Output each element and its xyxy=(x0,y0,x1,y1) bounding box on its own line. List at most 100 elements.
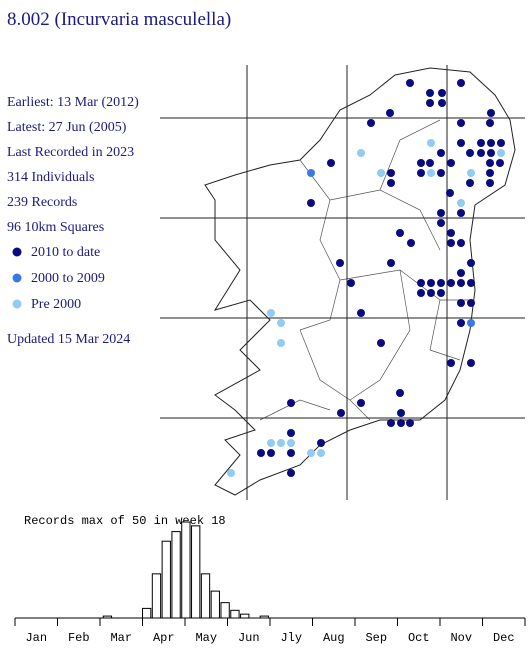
stat-line: Last Recorded in 2023 xyxy=(7,145,134,160)
record-dot xyxy=(477,149,485,157)
histogram: Records max of 50 in week 18 Jan Feb Mar Apr… xyxy=(14,514,526,645)
record-dot xyxy=(396,229,404,237)
record-dot xyxy=(287,439,295,447)
bar xyxy=(151,573,162,619)
bar xyxy=(230,609,240,619)
record-dot xyxy=(437,279,445,287)
updated: Updated 15 Mar 2024 xyxy=(7,332,130,347)
record-dot xyxy=(447,359,455,367)
record-dot xyxy=(487,109,495,117)
record-dot xyxy=(287,429,295,437)
record-dot xyxy=(317,439,325,447)
record-dot xyxy=(457,319,465,327)
record-dot xyxy=(457,299,465,307)
record-dot xyxy=(437,209,445,217)
stat-line: 314 Individuals xyxy=(7,170,95,185)
legend-label: 2010 to date xyxy=(31,245,100,260)
bar xyxy=(210,590,220,619)
bar xyxy=(161,540,171,619)
record-dot xyxy=(447,239,455,247)
legend-dot xyxy=(12,299,22,309)
record-dot xyxy=(427,169,435,177)
record-dot xyxy=(447,159,455,167)
record-dot xyxy=(427,289,435,297)
record-dot xyxy=(426,159,434,167)
stat-line: Latest: 27 Jun (2005) xyxy=(7,120,127,135)
record-dot xyxy=(277,439,285,447)
record-dot xyxy=(377,339,385,347)
record-dot xyxy=(447,229,455,237)
record-dot xyxy=(337,409,345,417)
record-dot xyxy=(467,259,475,267)
record-dot xyxy=(446,189,454,197)
record-dot xyxy=(497,149,505,157)
record-dot xyxy=(307,199,315,207)
record-dot xyxy=(426,89,434,97)
record-dots xyxy=(227,79,505,477)
record-dot xyxy=(447,279,455,287)
record-dot xyxy=(457,139,465,147)
record-dot xyxy=(466,179,474,187)
month-label: Nov xyxy=(450,631,472,645)
record-dot xyxy=(457,79,465,87)
record-dot xyxy=(357,149,365,157)
record-dot xyxy=(438,89,446,97)
record-dot xyxy=(417,169,425,177)
record-dot xyxy=(437,169,445,177)
bar xyxy=(240,613,250,619)
record-dot xyxy=(387,259,395,267)
month-label: Feb xyxy=(68,631,90,645)
record-dot xyxy=(477,139,485,147)
record-dot xyxy=(457,239,465,247)
record-dot xyxy=(277,339,285,347)
record-dot xyxy=(438,99,446,107)
record-dot xyxy=(287,399,295,407)
record-dot xyxy=(257,449,265,457)
record-dot xyxy=(427,139,435,147)
bar xyxy=(220,602,230,619)
record-dot xyxy=(387,179,395,187)
legend-dot xyxy=(12,273,22,283)
record-dot xyxy=(386,109,394,117)
month-label: Jun xyxy=(238,631,260,645)
record-dot xyxy=(407,239,415,247)
record-dot xyxy=(457,199,465,207)
record-dot xyxy=(427,279,435,287)
record-dot xyxy=(357,309,365,317)
record-dot xyxy=(397,409,405,417)
bar xyxy=(200,573,211,619)
month-label: Aug xyxy=(323,631,345,645)
record-dot xyxy=(417,289,425,297)
bar xyxy=(181,521,191,619)
month-label: Oct xyxy=(408,631,430,645)
record-dot xyxy=(396,389,404,397)
record-dot xyxy=(307,169,315,177)
bar xyxy=(191,525,201,619)
legend-label: 2000 to 2009 xyxy=(31,271,105,286)
record-dot xyxy=(466,149,474,157)
legend-dot xyxy=(12,247,22,257)
record-dot xyxy=(426,99,434,107)
month-label: Dec xyxy=(493,631,515,645)
info-panel: Earliest: 13 Mar (2012) Latest: 27 Jun (2… xyxy=(7,95,139,347)
record-dot xyxy=(467,359,475,367)
record-dot xyxy=(377,169,385,177)
record-dot xyxy=(406,79,414,87)
record-dot xyxy=(336,259,344,267)
stat-line: 239 Records xyxy=(7,195,77,210)
month-label: Sep xyxy=(365,631,387,645)
month-label: May xyxy=(195,631,217,645)
month-label: Apr xyxy=(153,631,175,645)
record-dot xyxy=(387,169,395,177)
record-dot xyxy=(397,419,405,427)
record-dot xyxy=(417,279,425,287)
record-dot xyxy=(496,159,504,167)
bar xyxy=(142,607,152,619)
record-dot xyxy=(486,159,494,167)
stat-line: 96 10km Squares xyxy=(7,220,104,235)
bar xyxy=(171,531,181,619)
record-dot xyxy=(267,449,275,457)
record-dot xyxy=(267,309,275,317)
